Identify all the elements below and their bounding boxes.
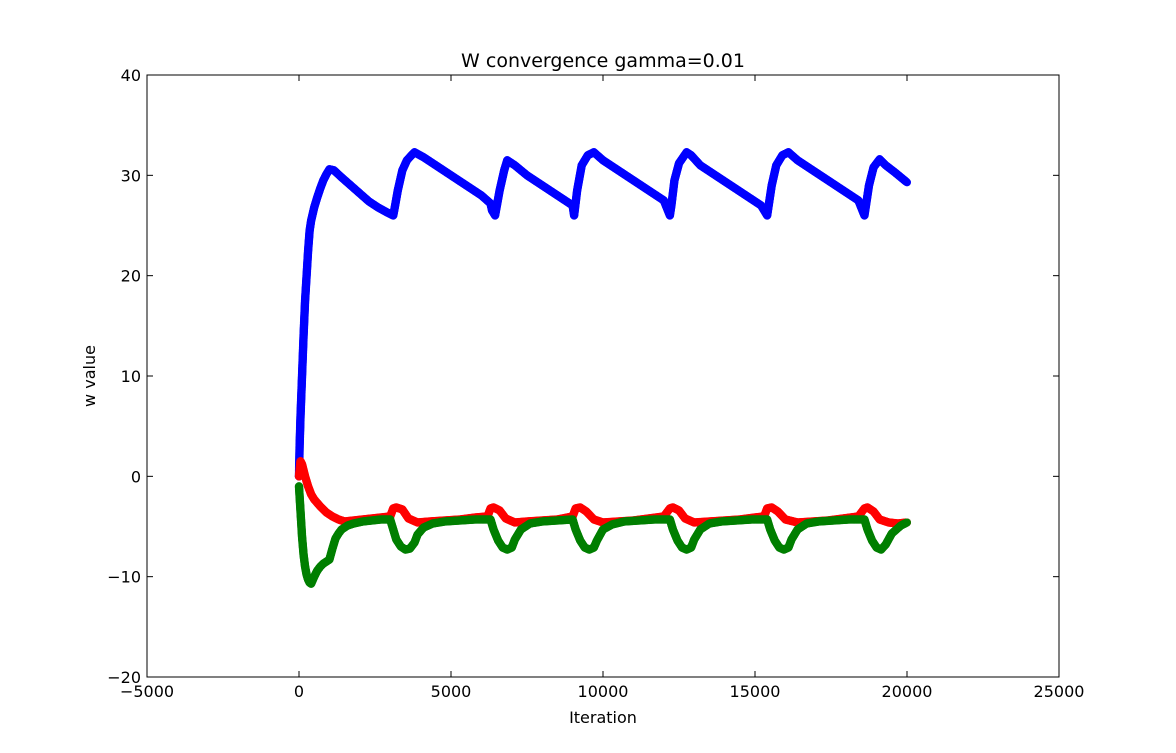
x-tick-label: 20000 [882,682,933,701]
y-tick-label: −20 [107,668,141,687]
series-0 [294,148,911,481]
y-tick-label: 40 [121,66,141,85]
chart-title: W convergence gamma=0.01 [461,50,745,72]
x-tick-label: 15000 [730,682,781,701]
y-tick-label: 10 [121,367,141,386]
data-point [903,178,911,187]
x-tick-label: 25000 [1034,682,1085,701]
y-tick-label: 0 [131,467,141,486]
y-tick-label: 30 [121,166,141,185]
y-tick-label: −10 [107,568,141,587]
x-axis-label: Iteration [569,708,637,727]
tick-layer: −5000 0 5000 10000 15000 20000 25000 −20 −10 0 10 2… [107,66,1084,701]
series-2 [294,482,911,588]
x-tick-label: 0 [294,682,304,701]
x-tick-label: 10000 [578,682,629,701]
x-tick-label: −5000 [120,682,174,701]
y-tick-label: 20 [121,267,141,286]
x-tick-label: 5000 [431,682,472,701]
y-axis-label: w value [80,345,99,407]
series-layer [294,148,911,588]
data-point [903,518,911,527]
